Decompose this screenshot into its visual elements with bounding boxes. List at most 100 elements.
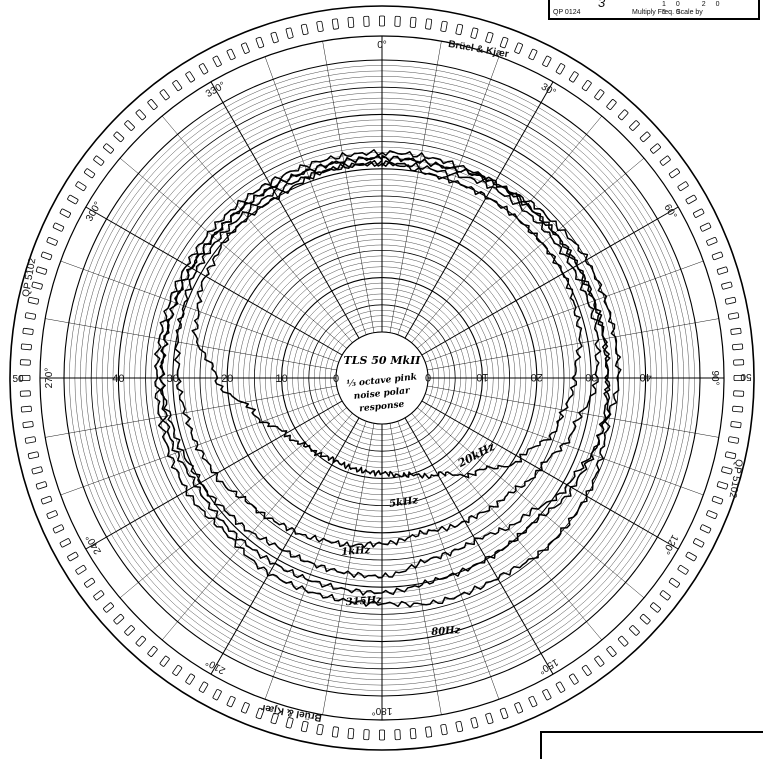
description-line-3: response <box>359 400 405 415</box>
grid-spoke <box>417 157 645 349</box>
grid-spoke <box>85 400 343 550</box>
rim-hole <box>270 712 279 725</box>
rim-hole <box>52 524 65 534</box>
rim-hole <box>331 18 339 30</box>
grid-spoke <box>389 41 442 333</box>
rim-hole <box>185 673 196 685</box>
rim-hole <box>514 42 523 54</box>
rim-hole <box>470 717 479 729</box>
grid-spoke <box>427 385 719 438</box>
scale-tick: 10 <box>662 1 690 8</box>
series-line-5khz <box>174 159 602 549</box>
rim-hole <box>470 27 479 39</box>
grid-spoke <box>421 400 679 550</box>
rim-hole <box>733 359 745 366</box>
rim-hole <box>699 524 712 534</box>
rim-hole <box>555 63 566 75</box>
rim-hole <box>31 466 43 475</box>
rim-hole <box>606 646 617 657</box>
rim-hole <box>124 120 135 131</box>
rim-hole <box>35 266 48 275</box>
rim-hole <box>40 495 53 505</box>
rim-hole <box>84 577 96 588</box>
angle-tick-label: 30° <box>539 82 558 99</box>
radial-tick-label-left: 10 <box>275 373 287 385</box>
outer-rim-holes <box>19 15 745 741</box>
rim-hole <box>659 155 671 166</box>
rim-hole <box>285 717 294 729</box>
rim-hole <box>270 31 279 44</box>
rim-hole <box>685 194 697 205</box>
rim-hole <box>727 436 740 444</box>
radial-tick-labels: 50 40 30 20 10 0 0 10 20 30 40 50 <box>12 371 751 385</box>
rim-hole <box>716 481 729 490</box>
rim-hole <box>300 720 309 733</box>
rim-hole <box>113 131 125 143</box>
rim-hole <box>440 20 448 33</box>
series-line-1khz <box>158 155 622 579</box>
rim-hole <box>699 222 712 232</box>
rim-hole <box>440 723 448 736</box>
grid-spoke <box>421 206 679 356</box>
label-20khz: 20kHz <box>455 440 498 471</box>
rim-hole <box>226 48 236 61</box>
rim-hole <box>594 655 605 667</box>
rim-hole <box>455 23 464 36</box>
rim-hole <box>677 564 689 575</box>
rim-hole <box>542 689 552 701</box>
grid-spoke <box>397 56 500 335</box>
rim-hole <box>24 436 37 444</box>
rim-hole <box>629 625 640 636</box>
rim-hole <box>172 80 183 92</box>
rim-hole <box>568 71 579 83</box>
rim-hole <box>693 208 705 218</box>
angle-tick-label: 120° <box>660 533 680 556</box>
rim-hole <box>59 538 71 548</box>
rim-hole <box>147 646 158 657</box>
radial-tick-label-right: 50 <box>740 371 752 382</box>
rim-hole <box>528 48 538 61</box>
rim-hole <box>255 707 265 720</box>
frequency-scale-box: 3 10 20 50 QP 0124 Multiply Freq. Scale … <box>548 0 760 20</box>
rim-hole <box>499 36 509 49</box>
radial-tick-label-right: 0 <box>425 371 431 383</box>
grid-spoke <box>45 318 337 371</box>
rim-hole <box>27 296 40 305</box>
radial-tick-label-right: 40 <box>639 371 651 383</box>
rim-hole <box>52 222 65 232</box>
rim-hole <box>27 451 40 460</box>
rim-hole <box>35 481 48 490</box>
grid-spoke <box>210 81 360 339</box>
response-curves <box>154 149 622 608</box>
rim-hole <box>425 726 433 738</box>
rim-hole <box>730 421 742 429</box>
center-disc <box>335 331 429 425</box>
rim-hole <box>198 681 209 693</box>
outer-circle <box>9 5 755 751</box>
rim-hole <box>685 551 697 562</box>
rim-hole <box>581 664 592 676</box>
scale-digit: 3 <box>598 0 606 10</box>
rim-hole <box>639 131 651 143</box>
rim-hole <box>46 237 58 246</box>
rim-hole <box>721 466 733 475</box>
rim-hole <box>363 15 370 27</box>
rim-hole <box>706 510 718 519</box>
rim-hole <box>409 728 417 740</box>
rim-hole <box>711 251 724 261</box>
angle-tick-label: 270° <box>44 368 55 389</box>
rim-hole <box>93 155 105 166</box>
box-code: QP 0124 <box>553 9 581 16</box>
rim-hole <box>363 729 370 741</box>
scale-tick: 20 <box>701 1 730 8</box>
radial-tick-label-right: 30 <box>585 371 597 383</box>
rim-hole <box>668 168 680 179</box>
grid-spoke <box>85 206 343 356</box>
scale-ticks: 10 20 50 <box>662 1 758 17</box>
chart-code-right: QP 5102 <box>727 458 745 499</box>
angle-tick-label: 210° <box>204 656 227 676</box>
rim-hole <box>542 55 552 67</box>
rim-hole <box>241 42 250 54</box>
rim-hole <box>24 312 37 320</box>
rim-hole <box>226 695 236 708</box>
